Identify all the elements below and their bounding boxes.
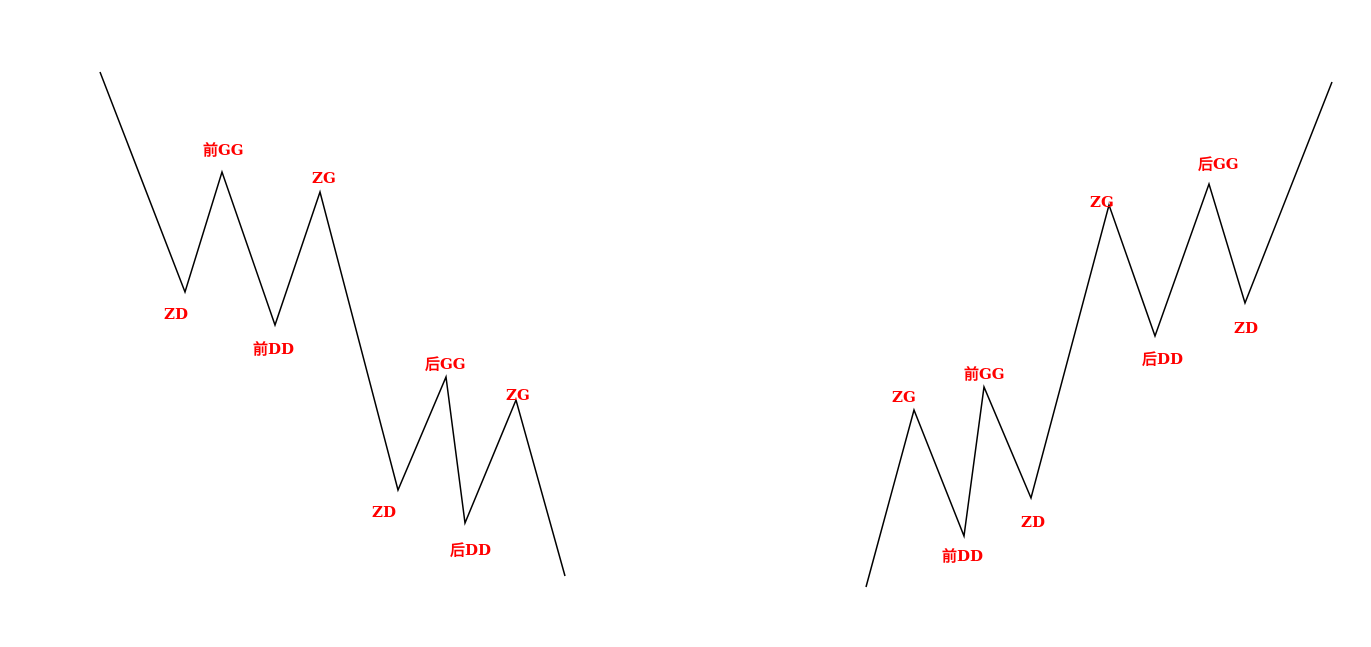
uptrend-label-zd-1: ZD bbox=[1021, 513, 1045, 531]
uptrend-wave: ZG 前DD 前GG ZD ZG 后DD 后GG ZD bbox=[865, 81, 1333, 588]
downtrend-label-hou-dd: 后DD bbox=[450, 541, 491, 559]
uptrend-label-hou-gg: 后GG bbox=[1198, 155, 1239, 173]
uptrend-label-zg-1: ZG bbox=[892, 388, 916, 406]
downtrend-line bbox=[99, 71, 566, 577]
uptrend-line bbox=[865, 81, 1333, 588]
uptrend-label-zd-2: ZD bbox=[1234, 319, 1258, 337]
downtrend-label-qian-gg: 前GG bbox=[203, 141, 244, 159]
downtrend-wave: ZD 前GG 前DD ZG ZD 后GG 后DD ZG bbox=[99, 71, 566, 577]
downtrend-label-zd-2: ZD bbox=[372, 503, 396, 521]
downtrend-label-hou-gg: 后GG bbox=[425, 355, 466, 373]
uptrend-label-hou-dd: 后DD bbox=[1142, 350, 1183, 368]
downtrend-label-zd-1: ZD bbox=[164, 305, 188, 323]
uptrend-label-qian-gg: 前GG bbox=[964, 365, 1005, 383]
downtrend-label-zg-1: ZG bbox=[312, 169, 336, 187]
downtrend-label-zg-2: ZG bbox=[506, 386, 530, 404]
uptrend-label-qian-dd: 前DD bbox=[942, 547, 983, 565]
uptrend-label-zg-2: ZG bbox=[1090, 193, 1114, 211]
downtrend-label-qian-dd: 前DD bbox=[253, 340, 294, 358]
